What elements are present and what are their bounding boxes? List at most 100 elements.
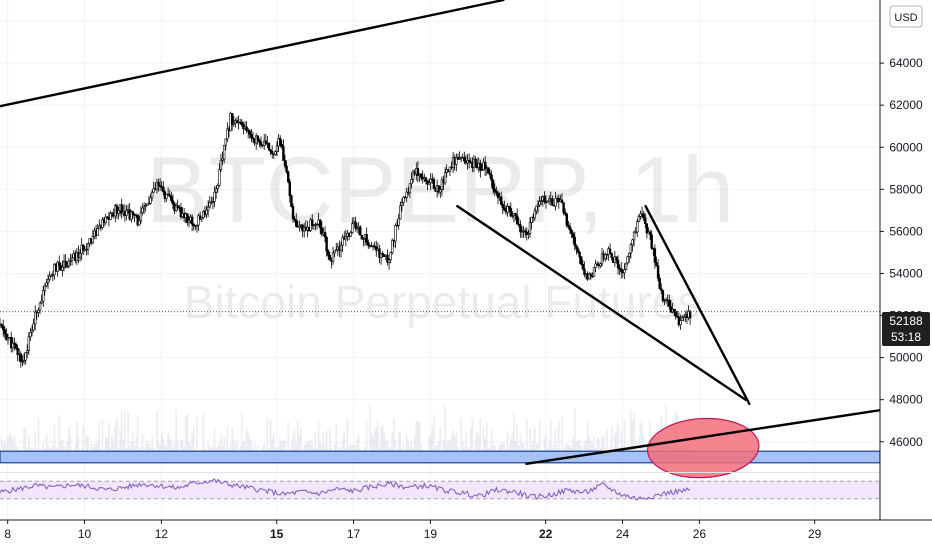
candle-body — [211, 201, 215, 203]
candle-body — [3, 329, 7, 335]
volume-bar — [181, 440, 184, 455]
candle-body — [511, 215, 514, 217]
candle-body — [240, 121, 243, 126]
volume-bar — [8, 433, 11, 455]
volume-bar — [90, 443, 93, 455]
volume-bar — [476, 431, 478, 455]
candle-body — [527, 233, 530, 236]
candle-body — [46, 278, 50, 284]
candle-body — [581, 263, 585, 270]
volume-bar — [58, 414, 61, 455]
candle-body — [186, 213, 189, 223]
candle-body — [50, 275, 53, 277]
candle-body — [333, 250, 336, 254]
candle-body — [19, 353, 23, 363]
volume-bar — [42, 443, 45, 455]
candle-body — [354, 221, 357, 229]
candle-body — [499, 196, 503, 205]
volume-bar — [303, 445, 306, 455]
candle-body — [283, 160, 287, 167]
volume-bar — [550, 419, 552, 455]
candle-body — [267, 142, 271, 150]
time-tick-label: 26 — [693, 527, 707, 541]
candle-body — [400, 202, 404, 207]
candle-body — [608, 248, 612, 254]
candle-body — [427, 182, 431, 185]
volume-bar — [399, 430, 402, 455]
current-price-label: 52188 53:18 — [882, 312, 930, 346]
volume-bar — [168, 438, 171, 455]
price-axis-ticks: 4600048000500005200054000560005800060000… — [880, 56, 923, 449]
volume-bar — [380, 426, 382, 455]
currency-button[interactable]: USD — [889, 5, 923, 28]
volume-bar — [93, 443, 96, 455]
volume-bar — [329, 427, 331, 455]
candlestick-series — [0, 111, 692, 368]
candle-body — [523, 230, 527, 233]
candle-body — [213, 191, 216, 202]
candle-body — [455, 157, 458, 165]
volume-bar — [128, 445, 131, 455]
volume-bar — [391, 431, 394, 455]
volume-bar — [506, 431, 509, 455]
price-axis[interactable] — [880, 0, 932, 520]
volume-bar — [553, 445, 555, 455]
grid-lines — [0, 0, 880, 520]
volume-bar — [69, 435, 72, 455]
candle-body — [589, 273, 593, 277]
candle-body — [634, 231, 637, 234]
volume-bar — [333, 444, 336, 455]
candle-body — [682, 315, 685, 318]
volume-bar — [469, 428, 472, 455]
volume-bar — [601, 436, 603, 455]
volume-bar — [471, 418, 474, 455]
volume-bar — [535, 444, 538, 455]
volume-bar — [82, 426, 85, 455]
volume-bar — [479, 419, 482, 455]
volume-bar — [373, 429, 376, 455]
candle-body — [660, 288, 663, 291]
candle-body — [359, 226, 362, 236]
candle-body — [285, 165, 288, 173]
candle-body — [142, 206, 146, 209]
volume-bar — [543, 439, 546, 455]
volume-bar — [226, 426, 229, 455]
volume-bar — [130, 441, 133, 455]
volume-bar — [53, 423, 56, 455]
candle-body — [136, 214, 139, 226]
volume-bar — [234, 442, 237, 455]
volume-bar — [449, 441, 451, 455]
volume-bar — [386, 438, 389, 455]
candle-body — [535, 205, 538, 212]
volume-bar — [442, 440, 445, 455]
candle-body — [22, 359, 26, 362]
candle-body — [258, 139, 261, 143]
candle-body — [656, 265, 660, 279]
volume-bar — [634, 442, 637, 455]
volume-bar — [393, 418, 395, 455]
volume-bar — [452, 429, 454, 455]
candle-body — [624, 262, 628, 271]
volume-bar — [13, 435, 16, 455]
volume-bar — [439, 427, 442, 455]
drawing-layer[interactable] — [0, 0, 882, 480]
volume-bar — [519, 433, 522, 455]
volume-bar — [561, 417, 563, 455]
candle-body — [0, 324, 3, 327]
volume-bar — [108, 422, 110, 455]
volume-bar — [148, 443, 150, 455]
candle-body — [583, 268, 586, 275]
volume-bar — [191, 433, 193, 455]
time-axis[interactable] — [0, 520, 932, 550]
volume-bar — [231, 427, 233, 455]
candle-body — [506, 206, 509, 213]
candle-body — [256, 135, 259, 141]
volume-bar — [617, 421, 619, 455]
volume-bar — [501, 443, 504, 455]
volume-bar — [101, 419, 104, 455]
volume-bar — [144, 444, 147, 455]
volume-bar — [248, 439, 251, 455]
